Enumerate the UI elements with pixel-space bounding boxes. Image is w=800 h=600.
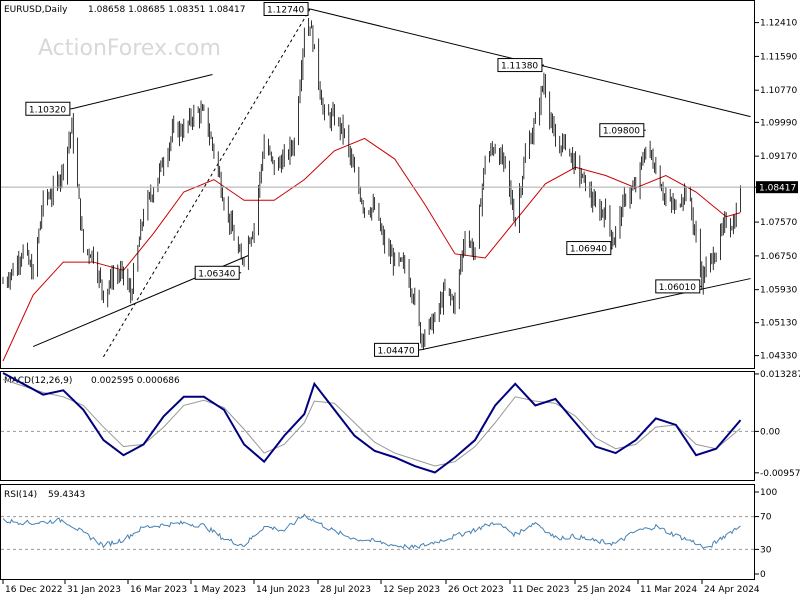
price-tick-label: 1.12410 (760, 19, 797, 29)
symbol-label: EURUSD,Daily (4, 5, 68, 15)
time-tick-label: 14 Jun 2023 (256, 585, 310, 595)
macd-chart: 0.013287 0.00 -0.009572 (1, 370, 800, 479)
price-tick-label: 1.07570 (760, 218, 797, 228)
macd-tick-label: -0.009572 (760, 469, 800, 479)
trendline (420, 278, 751, 351)
current-price-label: 1.08417 (759, 184, 796, 194)
macd-panel (0, 371, 755, 481)
time-tick-label: 12 Sep 2023 (383, 585, 440, 595)
macd-tick-label: 0.013287 (760, 370, 800, 380)
rsi-tick-label: 70 (760, 513, 772, 523)
price-panel (0, 0, 755, 369)
annotation-box (25, 101, 71, 116)
annotation-box (599, 123, 645, 138)
annotation-label: 1.12740 (267, 6, 304, 16)
time-tick-label: 24 Apr 2024 (704, 585, 760, 595)
annotation-label: 1.10320 (29, 105, 66, 115)
annotation-label: 1.04470 (378, 346, 415, 356)
watermark: ActionForex.com (38, 36, 221, 61)
trendlines (32, 8, 751, 358)
annotation-box (497, 58, 543, 73)
macd-signal-line (2, 379, 741, 467)
time-tick-label: 31 Jan 2023 (67, 585, 121, 595)
time-tick-label: 26 Oct 2023 (448, 585, 504, 595)
trendline (71, 74, 213, 110)
annotation-box (374, 342, 420, 357)
time-tick-label: 28 Jul 2023 (320, 585, 371, 595)
time-tick-label: 11 Dec 2023 (512, 585, 570, 595)
moving-average-line (2, 137, 741, 362)
rsi-value: 59.4343 (48, 490, 85, 500)
rsi-label: RSI(14) (4, 490, 37, 500)
current-price: 1.08417 (1, 181, 798, 194)
rsi-tick-label: 100 (760, 488, 777, 498)
trendline (103, 8, 311, 358)
annotation-box (566, 241, 612, 256)
price-annotations: 1.10320 1.12740 1.06340 1.04470 1.11380 1.098… (25, 2, 702, 357)
price-tick-label: 1.09990 (760, 118, 797, 128)
time-axis: 16 Dec 2022 31 Jan 2023 16 Mar 2023 1 May 2… (2, 580, 760, 595)
annotation-box (263, 2, 309, 17)
price-bars (2, 17, 741, 350)
price-tick-label: 1.04330 (760, 352, 797, 362)
ohlc-values: 1.08658 1.08685 1.08351 1.08417 (88, 5, 245, 15)
annotation-box (194, 265, 240, 280)
price-tick-label: 1.10770 (760, 86, 797, 96)
time-tick-label: 16 Dec 2022 (5, 585, 63, 595)
annotation-label: 1.06340 (198, 269, 235, 279)
moving-average (2, 137, 741, 362)
rsi-panel (0, 484, 755, 580)
price-tick-label: 1.06750 (760, 252, 797, 262)
price-tick-label: 1.09170 (760, 152, 797, 162)
annotation-label: 1.06940 (570, 245, 607, 255)
time-tick-label: 11 Mar 2024 (640, 585, 697, 595)
time-tick-label: 16 Mar 2023 (130, 585, 187, 595)
macd-main-line (2, 372, 742, 474)
annotation-label: 1.11380 (501, 62, 538, 72)
price-axis: 1.12410 1.11590 1.10770 1.09990 1.09170 1.075… (755, 19, 797, 362)
annotation-box (655, 279, 701, 294)
rsi-tick-label: 0 (760, 570, 766, 580)
current-price-tag (756, 181, 798, 194)
price-tick-label: 1.05930 (760, 286, 797, 296)
annotation-label: 1.09800 (603, 127, 640, 137)
rsi-chart: 100 70 30 0 (1, 488, 777, 580)
macd-values: 0.002595 0.000686 (91, 376, 180, 386)
rsi-tick-label: 30 (760, 545, 772, 555)
price-tick-label: 1.11590 (760, 52, 797, 62)
time-tick-label: 25 Jan 2024 (577, 585, 631, 595)
price-tick-label: 1.05130 (760, 319, 797, 329)
time-tick-label: 1 May 2023 (193, 585, 246, 595)
macd-tick-label: 0.00 (760, 427, 780, 437)
annotation-label: 1.06010 (659, 283, 696, 293)
rsi-line (2, 513, 741, 550)
macd-label: MACD(12,26,9) (4, 376, 72, 386)
